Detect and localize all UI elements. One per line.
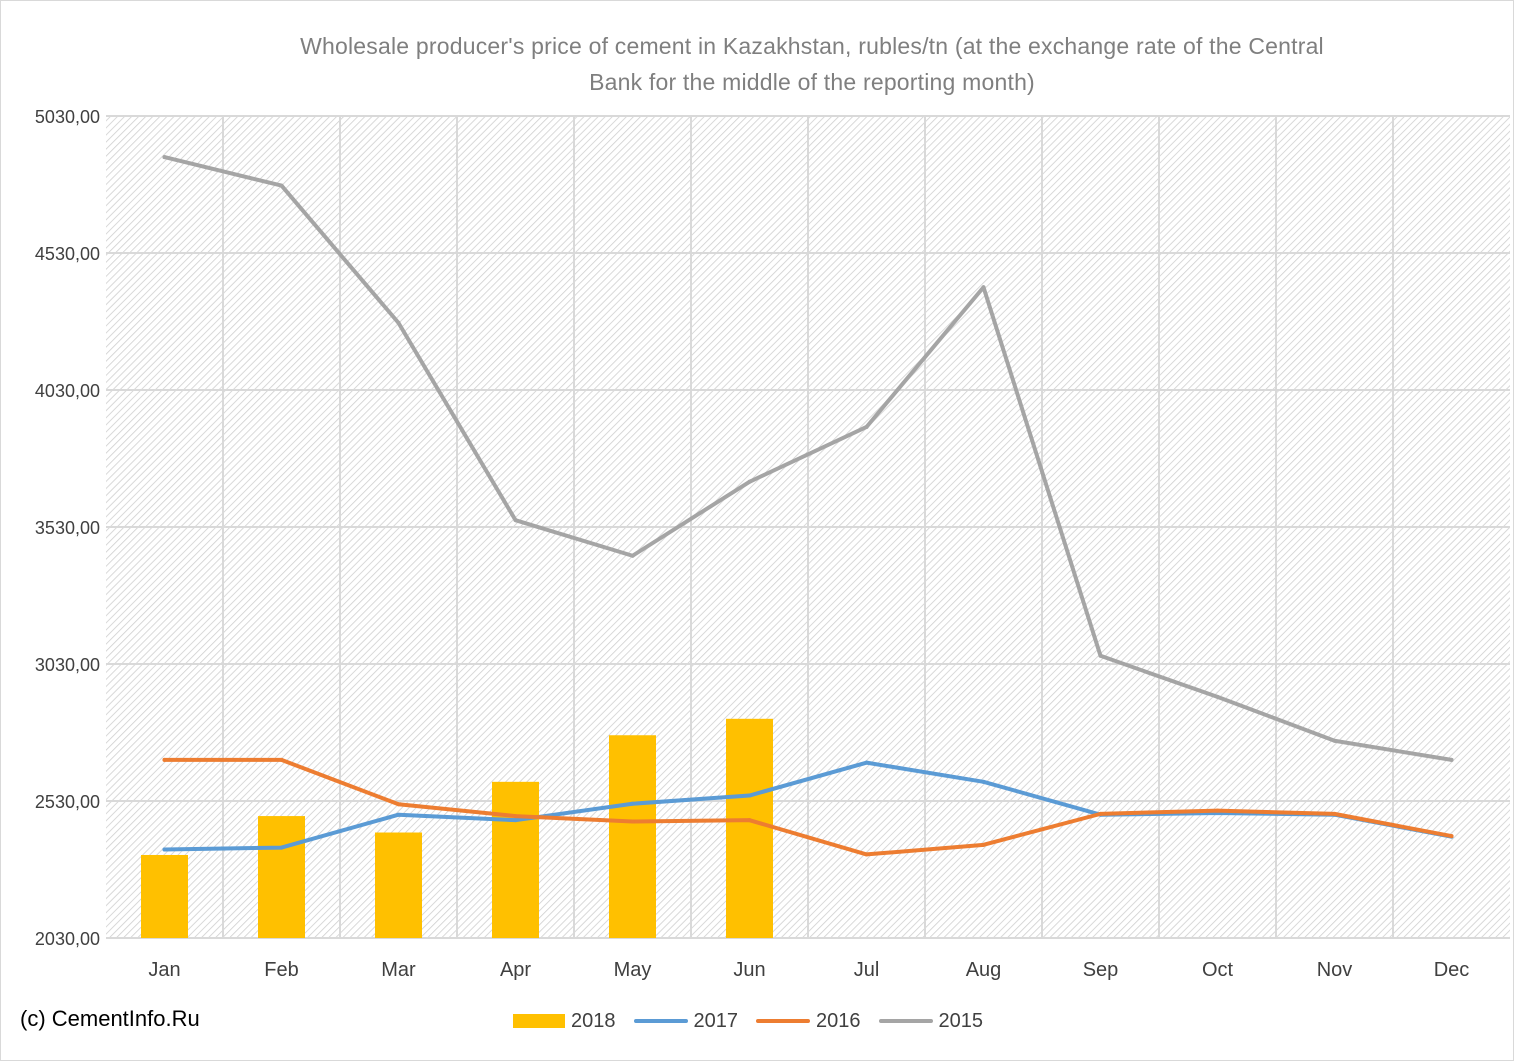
point-2016-oct [1215, 808, 1220, 813]
point-2017-aug [981, 779, 986, 784]
point-2016-feb [279, 757, 284, 762]
y-tick-label: 2530,00 [35, 792, 100, 812]
x-tick-label: Nov [1317, 959, 1353, 981]
x-tick-label: Apr [500, 959, 531, 981]
chart-title: Wholesale producer's price of cement in … [120, 28, 1504, 100]
point-2015-may [630, 553, 635, 558]
x-tick-label: Aug [966, 959, 1002, 981]
legend-label-2017: 2017 [693, 1009, 739, 1032]
x-tick-label: Jun [733, 959, 765, 981]
bar-2018-feb [258, 816, 305, 938]
point-2016-jun [747, 818, 752, 823]
legend-item-2015: 2015 [878, 1009, 984, 1033]
bar-2018-apr [492, 781, 539, 938]
copyright-text: (c) CementInfo.Ru [20, 1006, 200, 1031]
point-2016-sep [1098, 811, 1103, 816]
y-tick-label: 5030,00 [35, 107, 100, 127]
point-2016-apr [513, 814, 518, 819]
legend-label-2018: 2018 [571, 1009, 616, 1032]
y-tick-label: 4530,00 [35, 244, 100, 264]
y-tick-label: 3530,00 [35, 518, 100, 538]
point-2017-jan [162, 847, 167, 852]
point-2016-may [630, 819, 635, 824]
line-2017 [162, 760, 1454, 852]
x-tick-label: May [614, 959, 652, 981]
x-tick-label: Mar [381, 959, 416, 981]
series-lines [162, 155, 1454, 857]
point-2017-may [630, 801, 635, 806]
bar-2018-may [609, 735, 656, 938]
legend-swatch-2016 [756, 1019, 810, 1023]
x-tick-label: Dec [1434, 959, 1470, 981]
legend-swatch-2015 [878, 1019, 933, 1023]
legend-item-2016: 2016 [756, 1010, 861, 1033]
point-2017-feb [279, 845, 284, 850]
x-tick-label: Jan [148, 959, 180, 981]
axes: 2030,00 2530,00 3030,00 3530,00 4030,00 4530,… [35, 107, 1510, 981]
chart-title-line-2: Bank for the middle of the reporting mon… [589, 69, 1035, 95]
point-2015-sep [1098, 653, 1103, 658]
legend: 2018 2017 2016 2015 [513, 1006, 1001, 1036]
point-2015-nov [1332, 738, 1337, 743]
point-2015-jun [747, 479, 752, 484]
bars-2018 [141, 718, 773, 938]
point-2015-jan [162, 155, 167, 160]
point-2015-jul [864, 424, 869, 429]
legend-swatch-2018 [513, 1014, 565, 1028]
point-2015-aug [981, 285, 986, 290]
point-2015-feb [279, 183, 284, 188]
point-2015-mar [396, 320, 401, 325]
point-2016-nov [1332, 811, 1337, 816]
point-2015-oct [1215, 694, 1220, 699]
point-2017-jul [864, 760, 869, 765]
legend-item-2017: 2017 [633, 1009, 739, 1033]
point-2016-dec [1449, 834, 1454, 839]
legend-label-2016: 2016 [816, 1009, 861, 1032]
bar-2018-jun [726, 718, 773, 938]
legend-swatch-2017 [633, 1019, 688, 1023]
x-tick-label: Oct [1202, 959, 1234, 981]
x-tick-label: Sep [1083, 959, 1119, 981]
point-2017-apr [513, 818, 518, 823]
legend-item-2018: 2018 [513, 1010, 616, 1033]
y-tick-label: 2030,00 [35, 929, 100, 949]
point-2017-jun [747, 793, 752, 798]
y-tick-label: 3030,00 [35, 655, 100, 675]
x-tick-label: Feb [264, 959, 298, 981]
point-2017-mar [396, 812, 401, 817]
line-2015 [162, 155, 1454, 762]
bar-2018-jan [141, 854, 188, 938]
point-2016-jul [864, 852, 869, 857]
legend-label-2015: 2015 [938, 1009, 984, 1032]
point-2015-apr [513, 518, 518, 523]
point-2016-mar [396, 802, 401, 807]
x-tick-label: Jul [854, 959, 880, 981]
y-tick-label: 4030,00 [35, 381, 100, 401]
chart-title-line-1: Wholesale producer's price of cement in … [300, 33, 1324, 59]
point-2016-aug [981, 842, 986, 847]
point-2016-jan [162, 757, 167, 762]
bar-2018-mar [375, 832, 422, 938]
point-2015-dec [1449, 757, 1454, 762]
line-2016 [162, 757, 1454, 857]
